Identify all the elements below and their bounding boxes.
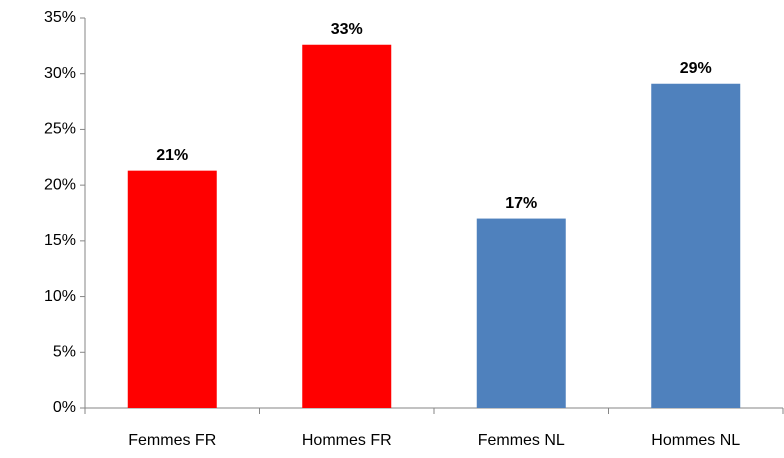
y-tick-label: 0% [53,399,76,416]
value-label: 33% [331,21,363,38]
y-tick-label: 30% [44,65,76,82]
y-tick-label: 25% [44,121,76,138]
y-tick-label: 35% [44,9,76,26]
x-tick-label: Hommes FR [302,432,392,449]
bar [302,44,392,408]
y-tick-label: 15% [44,232,76,249]
bar [476,218,566,408]
y-tick-label: 5% [53,344,76,361]
value-label: 29% [680,60,712,77]
bar [127,170,217,408]
value-label: 17% [505,195,537,212]
x-tick-label: Femmes FR [128,432,216,449]
bar [651,83,741,408]
x-tick-label: Femmes NL [478,432,565,449]
x-tick-label: Hommes NL [651,432,740,449]
y-tick-label: 20% [44,176,76,193]
y-tick-label: 10% [44,288,76,305]
value-label: 21% [156,147,188,164]
